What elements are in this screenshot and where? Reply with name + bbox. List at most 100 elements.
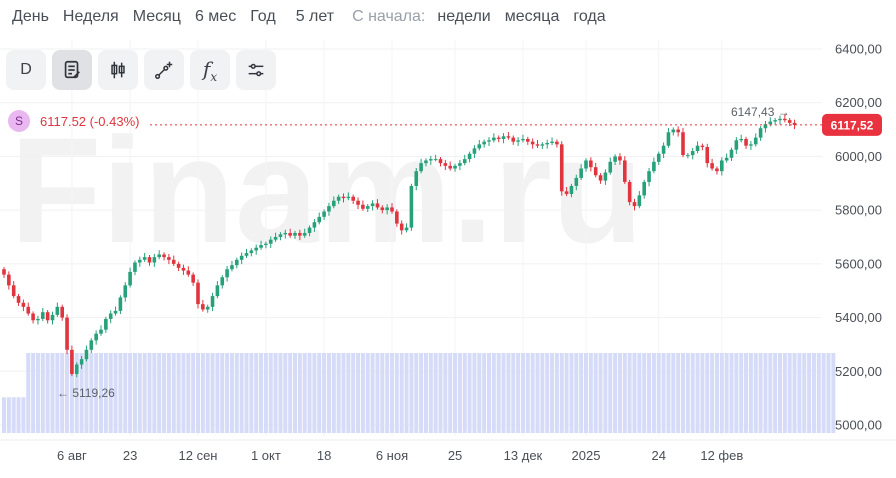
candle-body-50	[244, 253, 249, 256]
volume-bar-160	[778, 353, 782, 433]
volume-bar-169	[821, 353, 826, 433]
candle-body-117	[569, 185, 574, 195]
y-tick-label-5: 5400,00	[835, 310, 882, 325]
candle-body-137	[666, 132, 671, 146]
volume-bar-47	[229, 353, 234, 433]
volume-bar-71	[346, 353, 351, 433]
volume-bar-122	[593, 353, 598, 433]
indicators-button[interactable]: fx	[190, 50, 230, 90]
volume-bar-15	[74, 353, 79, 433]
x-tick-label-5: 6 ноя	[376, 448, 408, 463]
volume-bar-38	[186, 353, 191, 433]
volume-bar-13	[65, 353, 70, 433]
volume-bar-70	[341, 353, 346, 433]
volume-bar-76	[370, 353, 375, 433]
candle-body-32	[157, 254, 161, 258]
candle-body-60	[293, 232, 297, 236]
volume-bar-146	[710, 353, 715, 433]
notes-button[interactable]	[52, 50, 92, 90]
candle-body-48	[235, 259, 239, 266]
x-tick-label-4: 18	[317, 448, 331, 463]
volume-bar-14	[69, 353, 74, 433]
candle-body-65	[317, 216, 322, 223]
candle-body-40	[196, 282, 200, 305]
instrument-legend: S 6117.52 (-0.43%)	[8, 110, 140, 132]
period-week[interactable]: Неделя	[62, 8, 119, 25]
candle-body-159	[773, 120, 777, 122]
candle-body-0	[2, 269, 6, 275]
volume-bar-36	[176, 353, 181, 433]
since-week[interactable]: недели	[437, 8, 491, 25]
volume-bar-1	[6, 397, 11, 433]
candle-body-112	[545, 143, 549, 145]
draw-tool-button[interactable]	[144, 50, 184, 90]
candle-body-92	[448, 165, 452, 169]
interval-button[interactable]: D	[6, 50, 46, 90]
volume-bar-11	[55, 353, 60, 433]
volume-bar-154	[748, 353, 753, 433]
period-month[interactable]: Месяц	[132, 8, 181, 25]
x-tick-label-8: 2025	[572, 448, 601, 463]
volume-bar-44	[215, 353, 220, 433]
volume-bar-67	[326, 353, 331, 433]
candle-body-105	[511, 137, 516, 142]
candle-body-109	[530, 141, 535, 145]
volume-bar-33	[162, 353, 167, 433]
volume-bar-119	[579, 353, 584, 433]
candle-body-152	[739, 138, 743, 141]
volume-bar-125	[608, 353, 613, 433]
period-year[interactable]: Год	[250, 8, 276, 25]
volume-bar-30	[147, 353, 152, 433]
period-selector: День Неделя Месяц 6 мес Год 5 лет С нача…	[0, 0, 896, 34]
chart-type-button[interactable]	[98, 50, 138, 90]
y-tick-label-3: 5800,00	[835, 203, 882, 218]
settings-button[interactable]	[236, 50, 276, 90]
candle-body-31	[152, 257, 157, 263]
volume-bar-132	[642, 353, 647, 433]
volume-bar-23	[113, 353, 118, 433]
volume-bar-144	[700, 353, 705, 433]
volume-bar-84	[409, 353, 414, 433]
candle-body-28	[138, 259, 142, 263]
volume-bar-103	[501, 353, 506, 433]
candle-body-61	[298, 232, 302, 236]
last-price-label: 6117,52	[831, 118, 874, 132]
volume-bar-128	[622, 353, 627, 433]
period-5y[interactable]: 5 лет	[295, 8, 335, 25]
candle-body-4	[21, 302, 26, 307]
period-6m[interactable]: 6 мес	[194, 8, 237, 25]
volume-bar-64	[312, 353, 317, 433]
candle-body-145	[705, 147, 710, 164]
volume-bar-61	[297, 353, 302, 433]
volume-bar-152	[739, 353, 744, 433]
volume-bar-153	[744, 353, 749, 433]
candle-body-59	[288, 232, 292, 236]
candle-body-7	[36, 318, 40, 321]
candle-body-108	[526, 138, 530, 142]
candle-body-155	[753, 137, 758, 145]
candles	[2, 114, 797, 378]
symbol-badge[interactable]: S	[8, 110, 30, 132]
candle-body-91	[443, 163, 448, 166]
volume-bar-110	[535, 353, 540, 433]
candle-body-157	[763, 124, 768, 129]
volume-bar-121	[588, 353, 593, 433]
volume-bar-55	[268, 353, 273, 433]
volume-bar-72	[351, 353, 356, 433]
candle-body-125	[608, 161, 613, 173]
candle-body-124	[603, 172, 608, 181]
volume-bar-93	[453, 353, 458, 433]
volume-bar-48	[234, 353, 239, 433]
y-axis: 6400,00 6200,00 6000,00 5800,00 5600,00 5400,…	[835, 42, 882, 433]
y-tick-label-7: 5000,00	[835, 418, 882, 433]
since-label: С начала:	[352, 8, 426, 25]
candle-body-3	[16, 296, 21, 303]
since-month[interactable]: месяца	[504, 8, 560, 25]
period-day[interactable]: День	[12, 8, 49, 25]
volume-bar-166	[807, 353, 812, 433]
candle-body-161	[783, 118, 787, 121]
volume-bar-85	[414, 353, 419, 433]
volume-bar-39	[191, 353, 196, 433]
since-year[interactable]: года	[573, 8, 606, 25]
